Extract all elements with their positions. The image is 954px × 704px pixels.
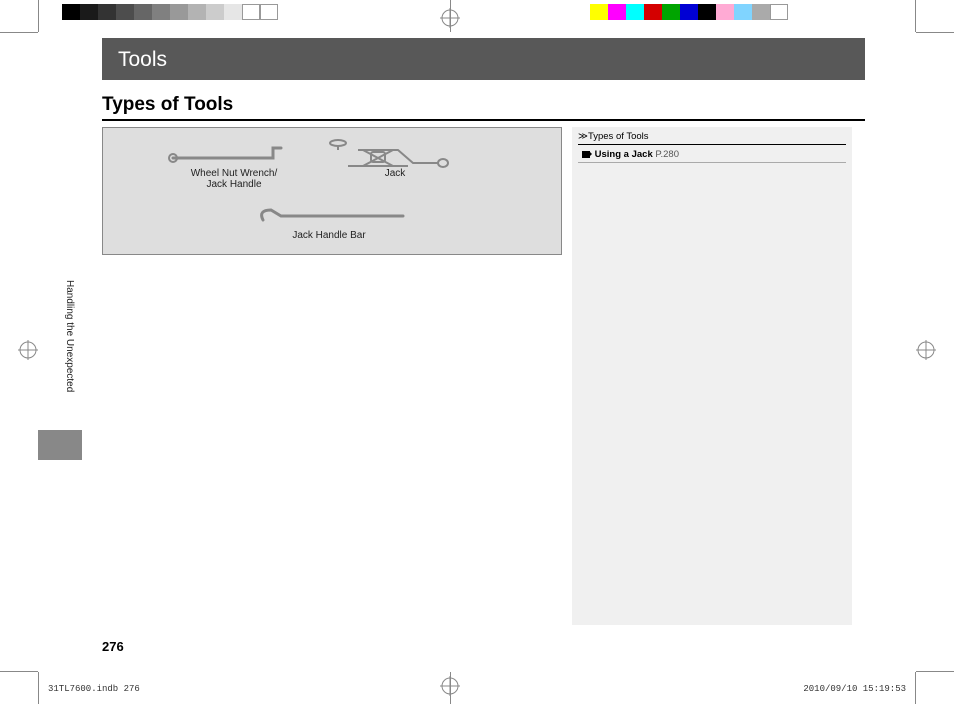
crop-mark — [0, 671, 38, 672]
footer-timestamp: 2010/09/10 15:19:53 — [803, 684, 906, 694]
crop-mark — [915, 672, 916, 704]
section-title-bar: Tools — [102, 38, 865, 80]
jack-label: Jack — [365, 168, 425, 179]
crop-mark — [916, 32, 954, 33]
registration-mark-icon — [916, 340, 936, 360]
page-number: 276 — [102, 639, 124, 654]
registration-mark-icon — [440, 8, 460, 28]
info-sidebar: ≫Types of Tools Using a Jack P.280 — [572, 127, 852, 625]
chapter-tab — [38, 430, 82, 460]
crop-mark — [38, 0, 39, 32]
wrench-label: Wheel Nut Wrench/ Jack Handle — [179, 168, 289, 190]
registration-mark-icon — [440, 676, 460, 696]
crop-mark — [38, 672, 39, 704]
registration-mark-icon — [18, 340, 38, 360]
sidebar-link-page: P.280 — [655, 149, 679, 160]
color-colorbar — [590, 4, 788, 20]
sidebar-link: Using a Jack P.280 — [578, 147, 846, 163]
footer-filename: 31TL7600.indb 276 — [48, 684, 140, 694]
page-subtitle: Types of Tools — [102, 94, 865, 116]
illustration-column: Wheel Nut Wrench/ Jack Handle Jack Jack … — [102, 127, 562, 625]
crop-mark — [916, 671, 954, 672]
sidebar-heading-icon: ≫ — [578, 131, 588, 142]
sidebar-link-text: Using a Jack — [595, 149, 653, 160]
sidebar-heading-text: Types of Tools — [588, 131, 649, 142]
crop-mark — [915, 0, 916, 32]
jack-handle-bar-label: Jack Handle Bar — [269, 230, 389, 241]
sidebar-heading: ≫Types of Tools — [578, 131, 846, 145]
link-arrow-icon — [582, 151, 590, 158]
grayscale-colorbar — [62, 4, 278, 20]
tools-illustration: Wheel Nut Wrench/ Jack Handle Jack Jack … — [102, 127, 562, 255]
page-subtitle-wrap: Types of Tools — [102, 84, 865, 121]
crop-mark — [0, 32, 38, 33]
page-content: Tools Types of Tools — [102, 38, 865, 656]
section-vertical-label: Handling the Unexpected — [64, 280, 75, 392]
